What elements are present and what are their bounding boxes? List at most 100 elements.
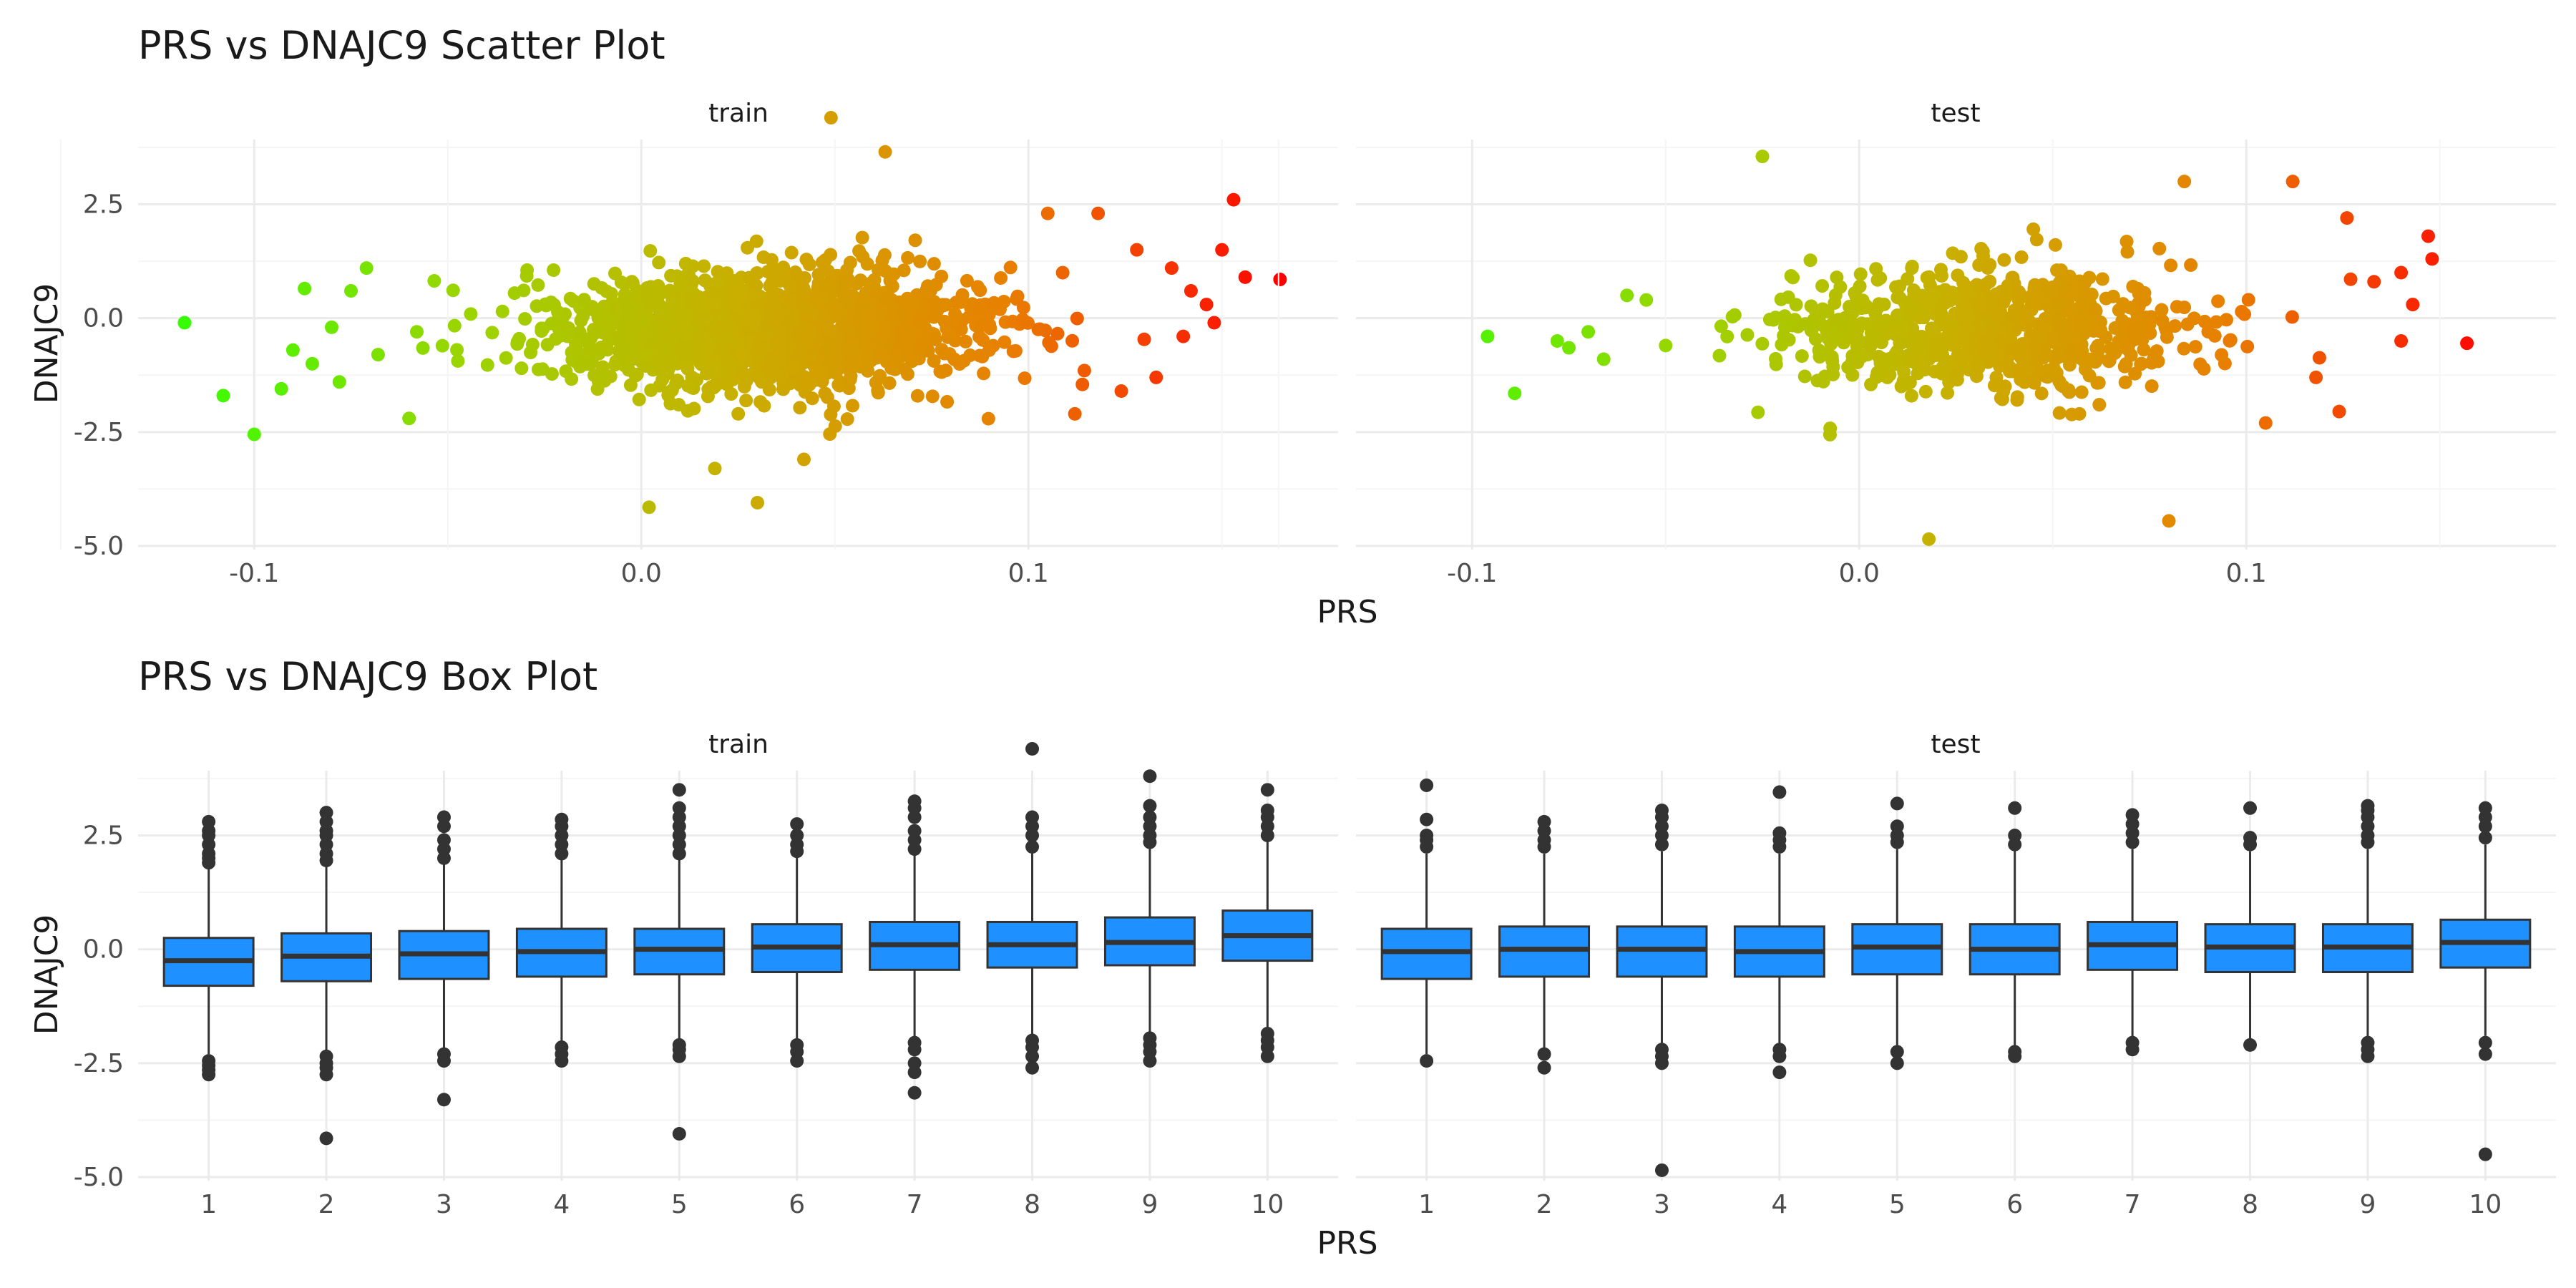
scatter-point — [775, 334, 789, 348]
box-outlier — [672, 783, 686, 797]
scatter-point — [2059, 331, 2073, 345]
scatter-point — [814, 291, 828, 306]
scatter-point — [587, 323, 601, 337]
scatter-point — [514, 361, 529, 376]
scatter-point — [833, 305, 847, 319]
scatter-point — [720, 266, 734, 280]
y-tick-label: -2.5 — [74, 1049, 124, 1078]
box-outlier — [1420, 812, 1434, 826]
scatter-point — [1895, 336, 1909, 350]
scatter-point — [1958, 350, 1973, 364]
scatter-point — [1893, 279, 1907, 293]
scatter-point — [2164, 258, 2178, 273]
scatter-point — [2064, 346, 2078, 361]
scatter-point — [2241, 293, 2255, 307]
scatter-point — [673, 307, 688, 321]
scatter-point — [841, 320, 855, 334]
scatter-point — [519, 269, 534, 283]
box-outlier — [1890, 819, 1904, 834]
scatter-point — [930, 304, 945, 318]
box-7 — [869, 794, 961, 1100]
scatter-point — [2085, 316, 2099, 331]
scatter-point — [954, 295, 968, 309]
scatter-point — [1003, 260, 1018, 275]
scatter-point — [1870, 366, 1885, 380]
scatter-point — [2053, 275, 2067, 290]
box-outlier — [319, 806, 333, 820]
scatter-point — [1176, 329, 1191, 343]
scatter-point — [1823, 427, 1837, 441]
scatter-point — [871, 384, 885, 398]
box-6 — [751, 817, 843, 1068]
scatter-point — [1065, 333, 1080, 348]
scatter-point — [1829, 313, 1843, 328]
scatter-point — [2130, 311, 2145, 325]
scatter-point — [247, 427, 261, 441]
scatter-point — [495, 304, 509, 318]
scatter-point — [901, 250, 915, 265]
scatter-point — [854, 273, 868, 288]
scatter-point — [2008, 309, 2022, 323]
scatter-point — [777, 290, 791, 304]
scatter-point — [2082, 270, 2097, 285]
scatter-point — [1918, 384, 1933, 399]
box-panel-train: -5.0 -2.5 0.0 2.5 1 2 3 4 5 6 7 8 9 10 — [74, 742, 1338, 1219]
scatter-point — [652, 255, 666, 270]
scatter-point — [2162, 514, 2176, 528]
box-outlier — [2125, 808, 2140, 822]
scatter-point — [783, 279, 797, 293]
y-tick-label: 0.0 — [83, 304, 124, 333]
box-outlier — [1420, 829, 1434, 842]
scatter-point — [791, 348, 805, 363]
scatter-point — [1984, 290, 1999, 304]
scatter-point — [2001, 278, 2015, 293]
scatter-point — [1908, 340, 1923, 354]
scatter-point — [643, 244, 658, 258]
scatter-point — [447, 318, 462, 333]
scatter-point — [2460, 336, 2474, 351]
scatter-point — [824, 111, 838, 125]
scatter-point — [977, 366, 991, 381]
scatter-point — [698, 273, 712, 288]
scatter-point — [697, 259, 711, 273]
scatter-point — [898, 362, 912, 376]
box-outlier — [2478, 831, 2492, 845]
scatter-point — [879, 326, 893, 340]
scatter-point — [2123, 301, 2137, 315]
scatter-point — [2082, 369, 2097, 383]
x-tick-label: 10 — [2469, 1190, 2502, 1219]
box-outlier — [436, 1093, 451, 1107]
scatter-point — [1864, 377, 1878, 391]
scatter-point — [1987, 379, 2001, 393]
scatter-point — [1869, 262, 1883, 276]
scatter-point — [973, 301, 987, 316]
scatter-point — [1075, 377, 1090, 391]
scatter-point — [1845, 348, 1860, 363]
scatter-point — [531, 278, 545, 292]
scatter-point — [2064, 288, 2079, 303]
x-tick-label: 1 — [1418, 1190, 1435, 1219]
box-outlier — [319, 1068, 333, 1082]
scatter-point — [577, 293, 591, 307]
y-tick-label: 2.5 — [83, 190, 124, 220]
scatter-point — [793, 401, 807, 415]
scatter-point — [2367, 275, 2381, 289]
box-outlier — [907, 1065, 922, 1080]
scatter-point — [1114, 384, 1128, 399]
scatter-point — [1782, 333, 1796, 347]
scatter-point — [681, 379, 696, 393]
scatter-point — [177, 316, 192, 330]
scatter-point — [499, 351, 513, 365]
scatter-point — [2137, 286, 2152, 300]
scatter-point — [805, 391, 819, 406]
box-outlier — [2361, 799, 2375, 813]
box-outlier — [1772, 785, 1787, 799]
scatter-point — [1996, 356, 2011, 371]
scatter-point — [1016, 301, 1030, 315]
box-outlier — [1537, 1060, 1551, 1075]
scatter-point — [939, 364, 953, 378]
scatter-point — [1050, 326, 1065, 341]
scatter-point — [997, 335, 1012, 349]
scatter-point — [2152, 241, 2167, 255]
box-9 — [2321, 799, 2414, 1063]
